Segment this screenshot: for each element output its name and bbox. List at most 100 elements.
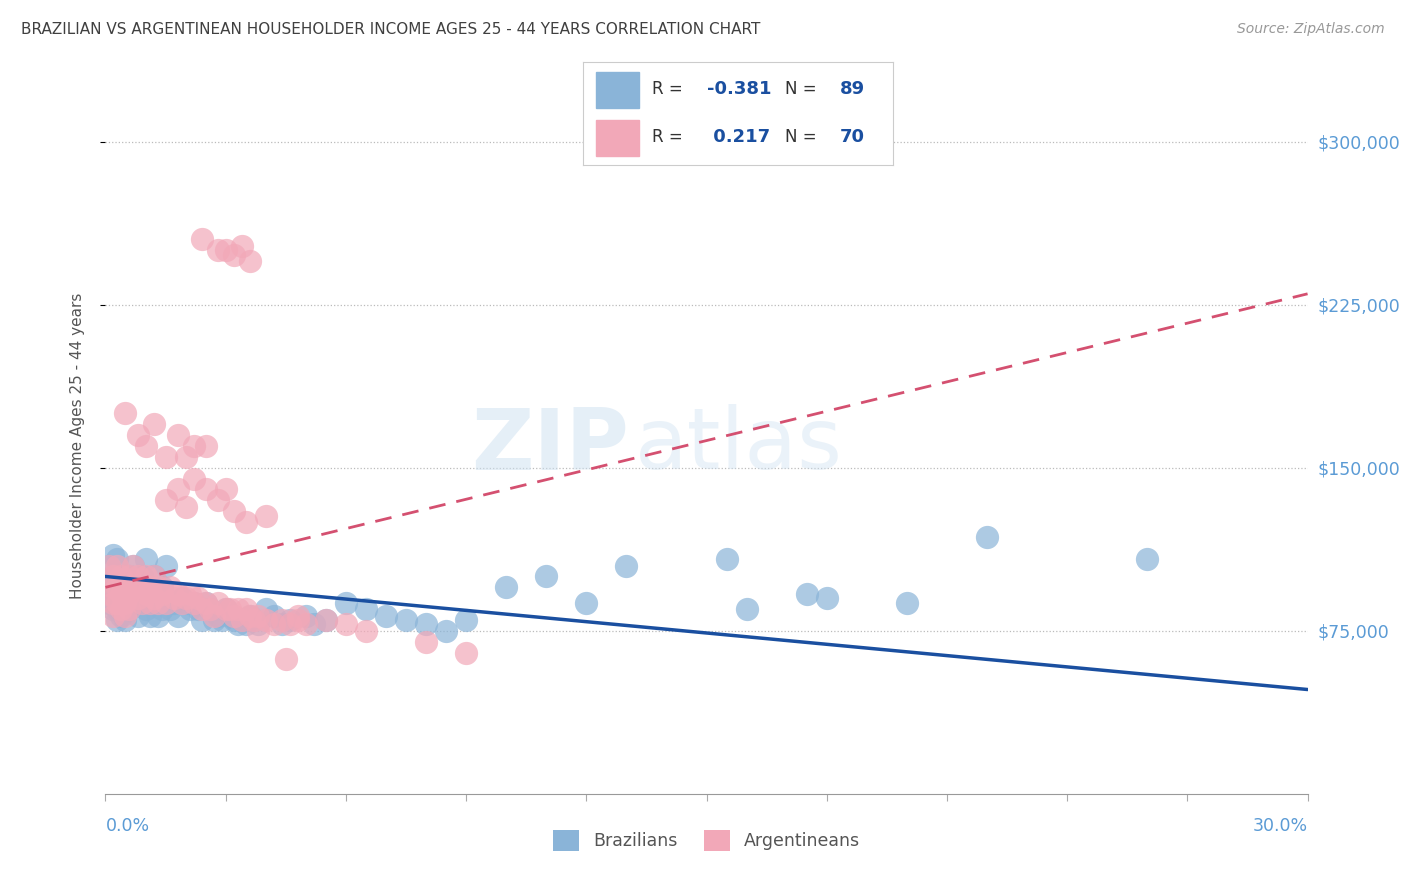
Point [187, 602, 209, 616]
Point [270, 613, 292, 627]
Point [110, 569, 132, 583]
Bar [596, 120, 640, 156]
Point [222, 504, 245, 518]
Point [138, 596, 160, 610]
Point [287, 608, 309, 623]
Point [110, 608, 132, 623]
Point [122, 558, 145, 573]
Point [103, 587, 125, 601]
Point [118, 602, 141, 616]
Point [207, 596, 229, 610]
Point [214, 244, 236, 258]
Point [107, 558, 129, 573]
Text: N =: N = [785, 128, 815, 146]
Point [174, 596, 197, 610]
Point [150, 587, 173, 601]
Text: 0.217: 0.217 [707, 128, 770, 146]
Point [242, 613, 264, 627]
Point [174, 500, 197, 514]
Point [218, 602, 240, 616]
Text: 0.0%: 0.0% [105, 817, 149, 835]
Point [114, 406, 136, 420]
Point [135, 587, 157, 601]
Point [107, 596, 129, 610]
Point [131, 591, 153, 606]
Point [190, 613, 212, 627]
Point [138, 591, 160, 606]
Point [235, 602, 257, 616]
Point [183, 596, 205, 610]
Point [211, 613, 233, 627]
Text: R =: R = [651, 128, 682, 146]
Point [246, 608, 269, 623]
Point [146, 587, 169, 601]
Point [166, 608, 188, 623]
Point [278, 613, 301, 627]
Point [354, 602, 377, 616]
Point [170, 591, 193, 606]
Point [131, 596, 153, 610]
Point [226, 602, 249, 616]
Point [155, 558, 177, 573]
Point [166, 483, 188, 497]
Point [142, 591, 165, 606]
Point [415, 634, 437, 648]
Point [315, 613, 337, 627]
Point [207, 608, 229, 623]
Point [222, 608, 245, 623]
Point [110, 602, 132, 616]
Text: -0.381: -0.381 [707, 80, 772, 98]
Point [103, 569, 125, 583]
Point [122, 580, 145, 594]
Point [222, 613, 245, 627]
Point [146, 596, 169, 610]
Point [207, 493, 229, 508]
Point [138, 580, 160, 594]
Point [231, 613, 253, 627]
Point [107, 580, 129, 594]
Point [534, 569, 557, 583]
Point [183, 596, 205, 610]
Text: 70: 70 [841, 128, 865, 146]
Point [150, 602, 173, 616]
Point [374, 608, 398, 623]
Point [295, 608, 318, 623]
Point [107, 552, 129, 566]
Point [118, 569, 141, 583]
Point [1136, 552, 1159, 566]
Point [166, 428, 188, 442]
Point [335, 596, 357, 610]
Point [302, 617, 325, 632]
Point [179, 602, 201, 616]
Point [254, 613, 277, 627]
Point [98, 558, 121, 573]
Point [98, 558, 121, 573]
Point [434, 624, 457, 638]
Point [98, 596, 121, 610]
Point [127, 591, 149, 606]
Point [575, 596, 598, 610]
Text: R =: R = [651, 80, 682, 98]
Bar [596, 71, 640, 108]
Point [155, 596, 177, 610]
Point [287, 613, 309, 627]
Point [138, 608, 160, 623]
Point [239, 608, 262, 623]
Point [190, 602, 212, 616]
Point [235, 515, 257, 529]
Point [146, 580, 169, 594]
Point [142, 417, 165, 432]
Point [415, 617, 437, 632]
Point [155, 493, 177, 508]
Point [235, 617, 257, 632]
Point [202, 613, 225, 627]
Point [354, 624, 377, 638]
Point [796, 587, 818, 601]
Point [976, 530, 998, 544]
Point [118, 587, 141, 601]
Point [135, 439, 157, 453]
Point [131, 580, 153, 594]
Point [127, 596, 149, 610]
Point [103, 596, 125, 610]
Point [231, 613, 253, 627]
